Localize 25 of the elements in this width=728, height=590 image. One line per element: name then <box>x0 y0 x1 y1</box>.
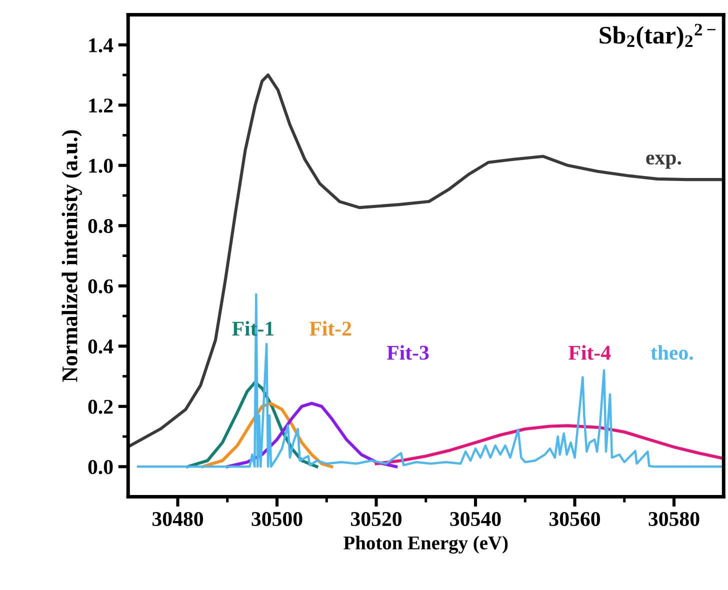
text: Fit-3 <box>386 345 429 360</box>
line-series <box>136 293 724 468</box>
y-axis-title: Normalized intenisty (a.u.) <box>62 130 82 382</box>
annotation: Sb$_{2}$(tar)$_{2}$$^{2−}$ <box>600 24 716 49</box>
text: Fit-4 <box>568 345 611 360</box>
y-tick-label: 0.4 <box>88 340 114 354</box>
x-tick-label: 30500 <box>252 512 302 526</box>
y-tick-label: 1.4 <box>89 38 114 52</box>
x-tick-label: 30580 <box>648 512 700 526</box>
text: theo. <box>650 345 693 360</box>
line-series <box>374 424 724 466</box>
text: Fit-2 <box>310 321 352 336</box>
y-tick-label: 1.0 <box>89 158 113 173</box>
x-tick-label: 30560 <box>550 512 600 526</box>
line-series <box>128 73 724 448</box>
x-axis-title: Photon Energy (eV) <box>344 536 508 554</box>
y-tick-label: 0.8 <box>88 219 113 234</box>
x-tick-label: 30520 <box>351 512 402 526</box>
y-tick-label: 0.6 <box>88 279 113 294</box>
x-tick-label: 30480 <box>152 512 203 526</box>
y-tick-label: 0.2 <box>88 400 113 414</box>
y-tick-label: 0.0 <box>88 460 113 474</box>
series-label: exp. <box>646 154 682 169</box>
y-tick-label: 1.2 <box>89 98 113 113</box>
x-tick-label: 30540 <box>450 512 501 526</box>
